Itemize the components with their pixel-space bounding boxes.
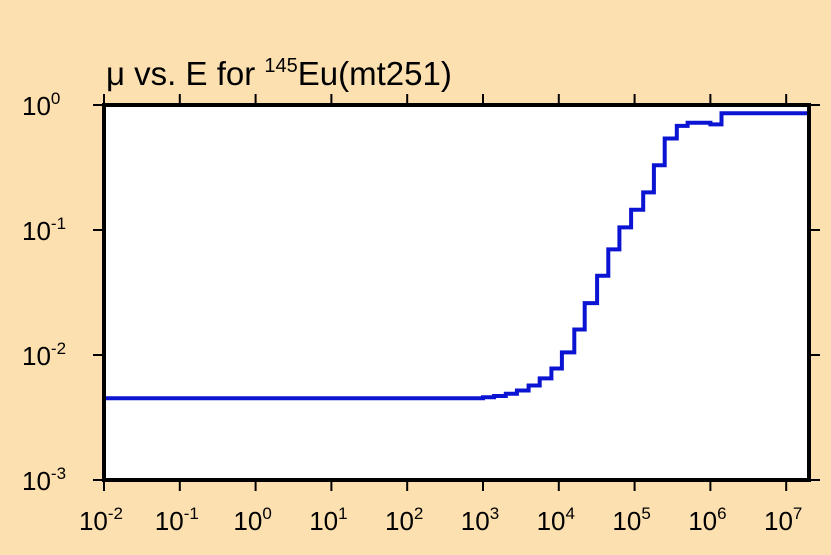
x-tick-label-exponent: 1 <box>338 504 347 523</box>
x-tick-label: 104 <box>537 504 575 536</box>
x-tick-label-base: 10 <box>537 506 566 536</box>
chart-title-suffix: Eu(mt251) <box>298 55 452 92</box>
tick-labels: 10-2 10-1 100 101 102 103 104 105 106 10710010-11… <box>22 89 802 536</box>
x-tick-label: 10-1 <box>155 504 199 536</box>
x-tick-label-exponent: 4 <box>566 504 575 523</box>
x-tick-label: 10-2 <box>79 504 123 536</box>
x-tick-label: 100 <box>233 504 271 536</box>
x-tick-label-exponent: 5 <box>641 504 650 523</box>
x-tick-label-exponent: -2 <box>108 504 123 523</box>
y-tick-label: 10-1 <box>22 214 66 246</box>
x-tick-label-base: 10 <box>612 506 641 536</box>
x-tick-label-base: 10 <box>764 506 793 536</box>
x-tick-label: 107 <box>764 504 802 536</box>
x-tick-label-base: 10 <box>309 506 338 536</box>
y-tick-label-exponent: -2 <box>51 339 66 358</box>
x-tick-label-exponent: 3 <box>490 504 499 523</box>
y-tick-label-base: 10 <box>22 466 51 496</box>
x-tick-label-exponent: 7 <box>793 504 802 523</box>
x-tick-label-base: 10 <box>461 506 490 536</box>
y-tick-label-exponent: 0 <box>51 89 60 108</box>
x-tick-label: 103 <box>461 504 499 536</box>
x-tick-label-base: 10 <box>79 506 108 536</box>
y-tick-label: 10-2 <box>22 339 66 371</box>
x-tick-label: 102 <box>385 504 423 536</box>
x-tick-label-base: 10 <box>688 506 717 536</box>
x-tick-label-exponent: -1 <box>184 504 199 523</box>
x-tick-label: 106 <box>688 504 726 536</box>
x-tick-label-exponent: 6 <box>717 504 726 523</box>
chart-title-mass-number: 145 <box>264 55 297 77</box>
y-tick-label-base: 10 <box>22 91 51 121</box>
x-tick-label-base: 10 <box>385 506 414 536</box>
chart-title-prefix: μ vs. E for <box>106 55 264 92</box>
plot-area <box>104 105 809 480</box>
x-tick-label-base: 10 <box>233 506 262 536</box>
y-tick-label-exponent: -3 <box>51 464 66 483</box>
x-tick-label-base: 10 <box>155 506 184 536</box>
plot-frame <box>102 103 811 482</box>
y-tick-label: 100 <box>22 89 60 121</box>
series-line <box>102 111 811 480</box>
x-tick-label-exponent: 0 <box>262 504 271 523</box>
y-tick-label-exponent: -1 <box>51 214 66 233</box>
y-tick-label-base: 10 <box>22 216 51 246</box>
x-tick-label-exponent: 2 <box>414 504 423 523</box>
x-tick-label: 101 <box>309 504 347 536</box>
y-tick-label-base: 10 <box>22 341 51 371</box>
x-tick-label: 105 <box>612 504 650 536</box>
chart-title: μ vs. E for 145Eu(mt251) <box>106 55 452 92</box>
y-tick-label: 10-3 <box>22 464 66 496</box>
